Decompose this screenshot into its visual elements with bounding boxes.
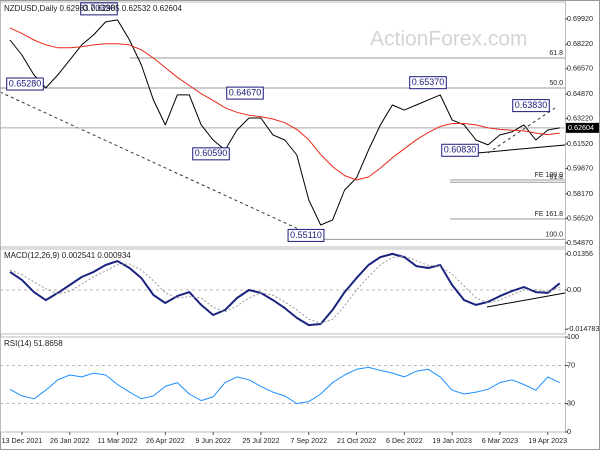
y-tick-label: 100 (567, 332, 579, 341)
panel-title: NZDUSD,Daily 0.62983 0.62985 0.62532 0.6… (4, 4, 182, 13)
fib-label: 61.8 (549, 50, 563, 57)
y-tick-label: 0.00 (567, 285, 581, 294)
watermark: ActionForex.com (370, 28, 528, 51)
x-tick-label: 13 Dec 2021 (2, 436, 43, 445)
fib-label: 50.0 (549, 80, 563, 87)
series-line (9, 252, 561, 327)
price-label: 0.65280 (9, 78, 42, 88)
price-label-box (192, 147, 230, 161)
trend-line (0, 91, 319, 239)
panel-frame (0, 1, 566, 248)
y-tick-label: 70 (567, 360, 575, 369)
price-label: 0.60830 (444, 145, 477, 155)
last-price-label: 0.62604 (568, 123, 594, 132)
x-tick-label: 19 Apr 2023 (528, 436, 567, 445)
price-label-box (409, 76, 447, 90)
y-tick-label: 0.01356 (567, 249, 593, 258)
price-label-box (287, 228, 325, 242)
x-tick-label: 9 Jun 2022 (195, 436, 231, 445)
price-label: 0.55110 (290, 230, 322, 240)
y-tick-label: 0.59870 (567, 163, 593, 172)
last-price-box (566, 122, 599, 133)
y-tick-label: 0.54870 (567, 238, 593, 247)
y-tick-label: 0.69920 (567, 14, 593, 23)
y-tick-label: 0.61520 (567, 139, 593, 148)
y-tick-label: 0.63220 (567, 114, 593, 123)
fib-label: FE 100.0 (535, 172, 564, 179)
x-tick-label: 21 Oct 2022 (337, 436, 376, 445)
price-label-box (80, 2, 118, 16)
price-label: 0.60590 (195, 148, 228, 158)
price-label-box (512, 99, 550, 113)
trend-line (487, 107, 556, 154)
price-label: 0.70330 (83, 3, 116, 13)
panel-frame (0, 248, 566, 335)
x-tick-label: 26 Jan 2022 (50, 436, 90, 445)
x-tick-label: 25 Jul 2022 (242, 436, 279, 445)
series-line (9, 366, 560, 404)
series-line (9, 27, 560, 181)
price-label-box (441, 143, 479, 157)
fib-label: FE 161.8 (535, 211, 564, 218)
y-tick-label: 0.64870 (567, 89, 593, 98)
fib-label: 100.0 (545, 231, 563, 238)
x-tick-label: 26 Apr 2022 (146, 436, 185, 445)
fib-label: 61.8 (549, 174, 563, 181)
y-tick-label: 30 (567, 398, 575, 407)
price-label: 0.65370 (412, 77, 445, 87)
price-label-box (226, 86, 264, 100)
panel-title: RSI(14) 51.8658 (4, 339, 63, 348)
y-tick-label: 0.68220 (567, 39, 593, 48)
series-line (9, 19, 560, 226)
y-tick-label: 0.56520 (567, 213, 593, 222)
trend-line (486, 292, 566, 308)
y-tick-label: 0 (567, 427, 571, 436)
y-tick-label: 0.66570 (567, 64, 593, 73)
x-tick-label: 6 Dec 2022 (386, 436, 423, 445)
x-tick-label: 11 Mar 2022 (98, 436, 138, 445)
price-label: 0.63830 (515, 100, 548, 110)
x-tick-label: 7 Sep 2022 (290, 436, 327, 445)
price-label-box (6, 77, 44, 91)
x-tick-label: 6 Mar 2023 (482, 436, 518, 445)
panel-title: MACD(12,26,9) 0.002541 0.000934 (4, 251, 131, 260)
y-tick-label: 0.58170 (567, 189, 593, 198)
x-tick-label: 19 Jan 2023 (432, 436, 472, 445)
price-label: 0.64670 (229, 87, 262, 97)
y-tick-label: -0.014783 (567, 324, 599, 333)
